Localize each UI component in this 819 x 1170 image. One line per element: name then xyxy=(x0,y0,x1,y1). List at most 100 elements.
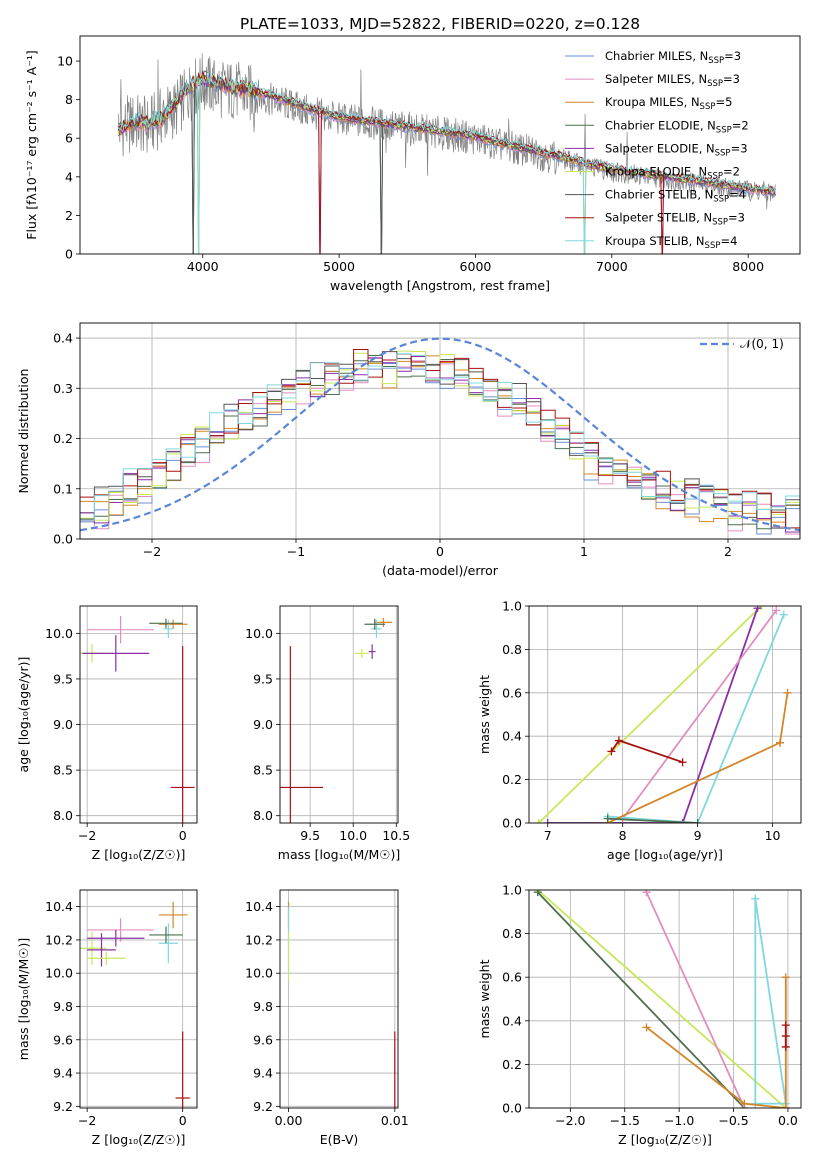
y-axis-label: mass weight xyxy=(477,959,492,1038)
y-tick-label: 0 xyxy=(65,247,73,262)
weight-line-chabrier_elodie xyxy=(607,817,698,823)
x-tick-label: 5000 xyxy=(323,259,355,274)
y-tick-label: 0.4 xyxy=(53,331,73,346)
weight-line-salpeter_miles xyxy=(621,609,778,820)
x-tick-label: 8 xyxy=(619,828,627,843)
residual-hist-chabrier_stelib xyxy=(80,351,800,529)
weight-line-kroupa_elodie xyxy=(538,606,762,823)
legend-label-suffix: =2 xyxy=(732,118,749,132)
grid-lines xyxy=(80,890,197,1108)
plot-area xyxy=(80,901,190,1108)
x-tick-label: −2.0 xyxy=(555,1113,585,1128)
y-axis-label: mass weight xyxy=(477,675,492,754)
y-tick-label: 9.2 xyxy=(53,1099,73,1114)
y-tick-label: 0.4 xyxy=(502,1013,522,1028)
plot-area xyxy=(287,901,396,1108)
y-tick-label: 10.0 xyxy=(45,626,73,641)
y-tick-label: 0.4 xyxy=(502,729,522,744)
x-tick-label: −2 xyxy=(78,1113,96,1128)
gaussian-curve xyxy=(80,337,800,532)
plot-area xyxy=(280,617,392,823)
x-axis-label: wavelength [Angstrom, rest frame] xyxy=(330,278,550,293)
age-vs-mass-panel: 9.5 10.0 10.5 8.0 8.5 9.0 9.5 10.0 mass [log₁₀(M… xyxy=(245,605,410,862)
y-axis-label: age [log₁₀(age/yr)] xyxy=(16,657,31,773)
model-spectrum-kroupa_stelib xyxy=(117,71,776,254)
y-tick-label: 10.2 xyxy=(245,932,273,947)
x-axis-label: Z [log₁₀(Z/Z☉)] xyxy=(92,1132,186,1147)
weight-marker-kroupa_miles xyxy=(781,973,790,982)
x-tick-label: 8000 xyxy=(732,259,764,274)
y-tick-label: 8.5 xyxy=(253,763,273,778)
legend-label-main: Kroupa ELODIE, N xyxy=(605,165,707,179)
x-axis-label: E(B-V) xyxy=(320,1132,359,1147)
x-tick-label: 0 xyxy=(179,828,187,843)
x-tick-label: 1 xyxy=(580,544,588,559)
y-tick-label: 0.0 xyxy=(502,1101,522,1116)
tick-marks: −2 −1 0 1 2 0.0 0.1 0.2 0.3 0.4 xyxy=(53,331,732,559)
axes-frame xyxy=(79,889,198,1109)
legend-label-main: Chabrier MILES, N xyxy=(605,49,708,63)
legend-label-sub: SSP xyxy=(716,125,732,135)
plot-area xyxy=(80,616,195,823)
y-tick-label: 9.2 xyxy=(253,1099,273,1114)
legend-label: Salpeter MILES, NSSP=3 xyxy=(605,72,740,89)
y-tick-label: 8 xyxy=(65,92,73,107)
y-tick-label: 0.6 xyxy=(502,685,522,700)
y-tick-label: 4 xyxy=(65,169,73,184)
x-tick-label: −1.0 xyxy=(664,1113,694,1128)
weight-marker-kroupa_stelib xyxy=(779,610,788,619)
legend-label-suffix: =4 xyxy=(720,234,737,248)
legend-label: Kroupa MILES, NSSP=5 xyxy=(605,95,732,112)
y-tick-label: 8.0 xyxy=(253,808,273,823)
legend-label: Chabrier ELODIE, NSSP=2 xyxy=(605,118,749,135)
y-tick-label: 8.0 xyxy=(53,808,73,823)
legend-label-suffix: =3 xyxy=(723,72,740,86)
y-tick-label: 0.2 xyxy=(53,431,73,446)
legend-label-main: Chabrier STELIB, N xyxy=(605,188,713,202)
x-tick-label: 4000 xyxy=(187,259,219,274)
residuals-panel: −2 −1 0 1 2 0.0 0.1 0.2 0.3 0.4 𝒩(0, 1) (data-model… xyxy=(16,322,801,578)
y-tick-label: 9.0 xyxy=(253,717,273,732)
figure-title: PLATE=1033, MJD=52822, FIBERID=0220, z=0… xyxy=(240,15,640,33)
weight-marker-kroupa_miles xyxy=(783,688,792,697)
weight-marker-chabrier_elodie xyxy=(603,814,612,823)
age-vs-z-panel: −2 0 8.0 8.5 9.0 9.5 10.0 Z [log₁₀(Z/Z☉)] age [l… xyxy=(16,605,198,862)
weight-marker-kroupa_elodie xyxy=(534,819,543,823)
spectrum-panel: 4000 5000 6000 7000 8000 0 2 4 6 8 10 Chabrier MILE… xyxy=(24,35,801,293)
tick-marks: 4000 5000 6000 7000 8000 0 2 4 6 8 10 xyxy=(57,54,764,274)
legend-label-main: Kroupa STELIB, N xyxy=(605,234,705,248)
y-tick-label: 9.4 xyxy=(53,1066,73,1081)
y-tick-label: 9.5 xyxy=(253,671,273,686)
y-tick-label: 9.0 xyxy=(53,717,73,732)
x-axis-label: age [log₁₀(age/yr)] xyxy=(607,847,723,862)
plot-area xyxy=(533,890,790,1108)
weight-marker-salpeter_elodie xyxy=(678,819,687,823)
legend-label: Chabrier STELIB, NSSP=4 xyxy=(605,188,746,205)
x-tick-label: −1.5 xyxy=(610,1113,640,1128)
plot-area xyxy=(534,606,792,823)
axes-frame xyxy=(79,322,801,540)
x-tick-label: 0 xyxy=(436,544,444,559)
weight-marker-salpeter_stelib xyxy=(678,758,687,767)
residuals-legend: 𝒩(0, 1) xyxy=(700,337,784,351)
grid-lines xyxy=(280,606,398,823)
weight-marker-kroupa_stelib xyxy=(751,894,760,903)
tick-marks: 0.00 0.01 9.2 9.4 9.6 9.8 10.0 10.2 10.4 xyxy=(245,899,409,1128)
legend-label-suffix: =3 xyxy=(731,141,748,155)
weight-marker-kroupa_miles xyxy=(642,1023,651,1032)
weight-line-salpeter_miles xyxy=(645,891,746,1108)
y-tick-label: 0.3 xyxy=(53,381,73,396)
residual-hist-kroupa_stelib xyxy=(80,353,800,521)
y-tick-label: 0.2 xyxy=(502,1057,522,1072)
axes-frame xyxy=(79,605,198,824)
y-tick-label: 10.0 xyxy=(245,626,273,641)
x-axis-label: Z [log₁₀(Z/Z☉)] xyxy=(92,847,186,862)
y-tick-label: 0.0 xyxy=(53,532,73,547)
weight-marker-salpeter_stelib xyxy=(781,1021,790,1030)
y-tick-label: 9.4 xyxy=(253,1066,273,1081)
x-tick-label: 7 xyxy=(544,828,552,843)
weight-vs-age-panel: 7 8 9 10 0.0 0.2 0.4 0.6 0.8 1.0 age [log₁₀(age/yr… xyxy=(477,599,802,862)
legend-label-suffix: =2 xyxy=(723,165,740,179)
legend-label: Kroupa ELODIE, NSSP=2 xyxy=(605,165,740,182)
